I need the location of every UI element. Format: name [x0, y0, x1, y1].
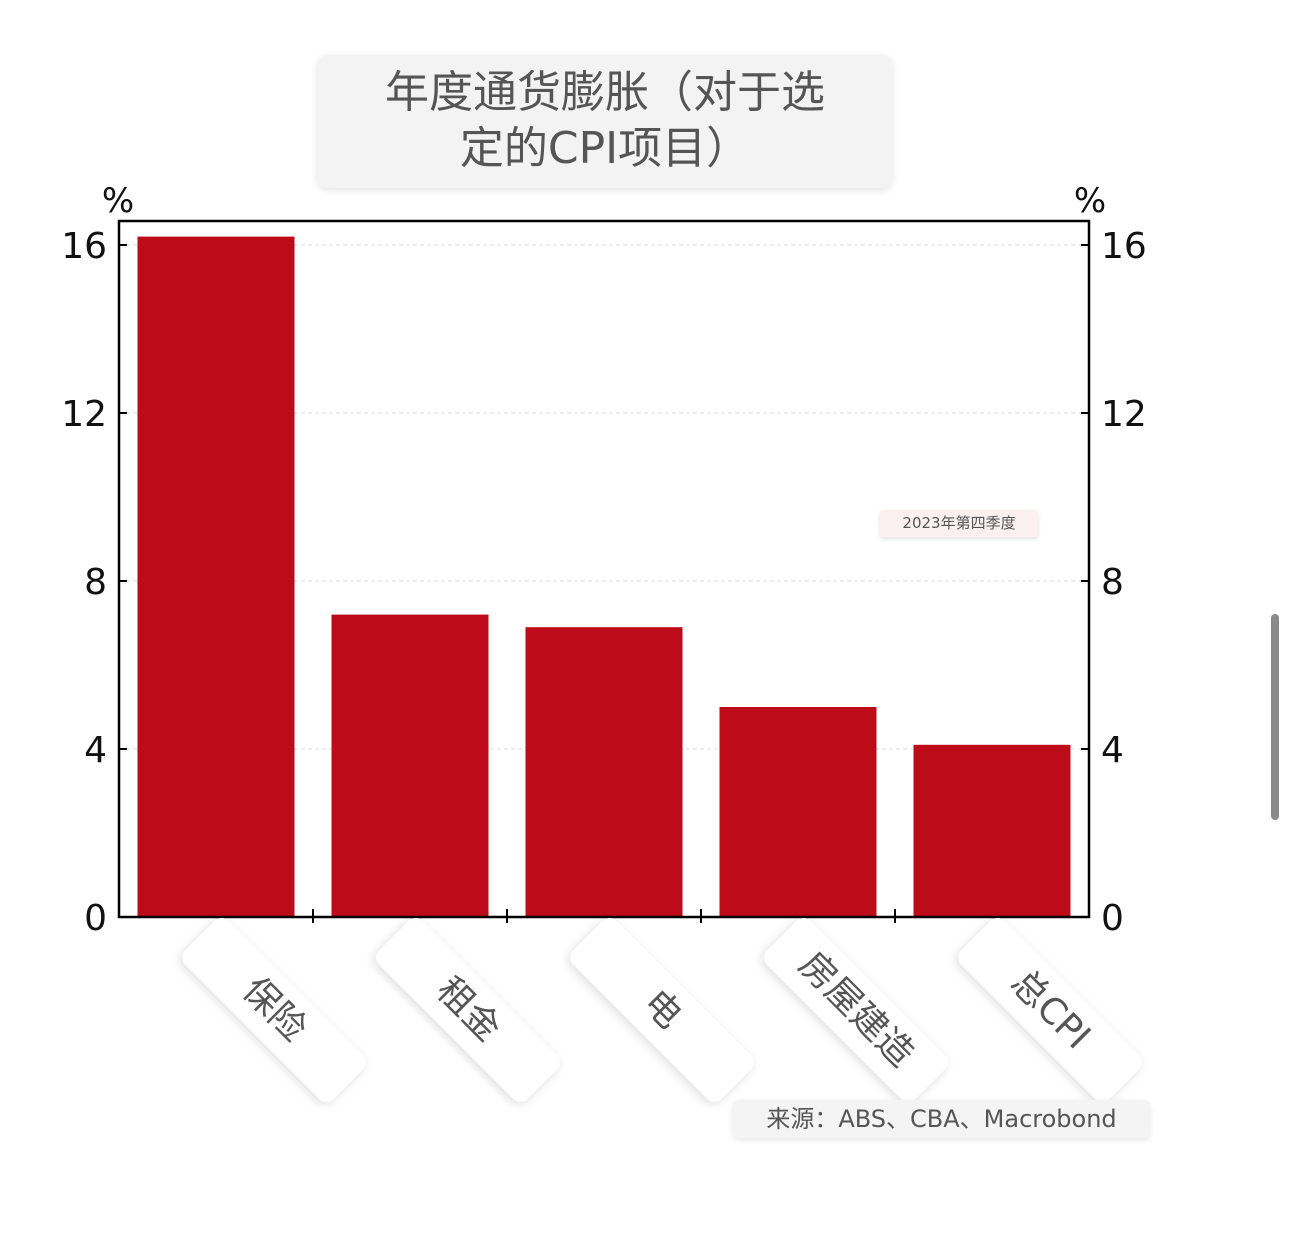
y-tick-label-left: 8: [84, 562, 107, 603]
scrollbar[interactable]: [1271, 614, 1279, 820]
y-axis-label-left: %: [102, 181, 134, 221]
y-tick-label-left: 12: [61, 394, 107, 435]
y-tick-label-right: 16: [1101, 226, 1147, 267]
y-tick-label-left: 0: [84, 898, 107, 939]
y-tick-label-right: 12: [1101, 394, 1147, 435]
y-tick-label-left: 16: [61, 226, 107, 267]
y-axis-label-right: %: [1074, 181, 1106, 221]
bar: [913, 744, 1071, 917]
annotation-label: 2023年第四季度: [880, 510, 1038, 537]
y-tick-label-right: 0: [1101, 898, 1124, 939]
bar: [137, 236, 295, 918]
y-tick-label-right: 4: [1101, 730, 1124, 771]
plot-frame: [117, 219, 1091, 919]
bar: [331, 614, 489, 917]
y-tick-label-right: 8: [1101, 562, 1124, 603]
chart-title-line-1: 年度通货膨胀（对于选: [385, 67, 825, 118]
bar: [525, 627, 683, 917]
bar: [719, 707, 877, 917]
source-note: 来源：ABS、CBA、Macrobond: [733, 1100, 1150, 1138]
chart-title: 年度通货膨胀（对于选 定的CPI项目）: [318, 55, 892, 188]
chart-title-line-2: 定的CPI项目）: [459, 123, 751, 174]
y-tick-label-left: 4: [84, 730, 107, 771]
